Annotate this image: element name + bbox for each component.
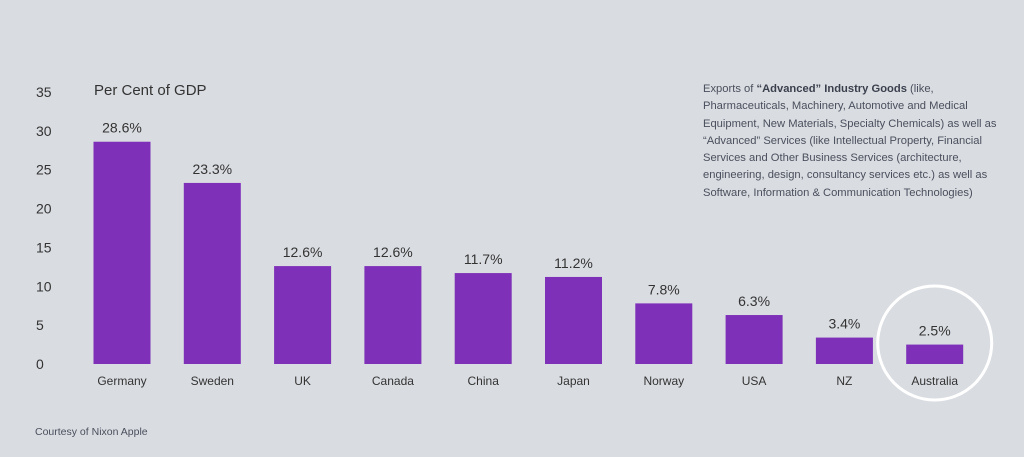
annotation-bold: “Advanced” Industry Goods — [756, 83, 907, 95]
x-tick-label: Japan — [557, 374, 590, 388]
data-label: 3.4% — [828, 316, 860, 332]
x-tick-label: Canada — [372, 374, 414, 388]
y-tick-label: 20 — [36, 201, 52, 217]
x-tick-label: USA — [742, 374, 767, 388]
annotation-rest: (like, Pharmaceuticals, Machinery, Autom… — [703, 83, 997, 199]
y-tick-label: 15 — [36, 239, 52, 255]
x-tick-label: China — [468, 374, 500, 388]
bar — [635, 303, 693, 364]
x-tick-label: Sweden — [191, 374, 234, 388]
data-label: 6.3% — [738, 293, 770, 309]
data-label: 28.6% — [102, 120, 142, 136]
y-tick-label: 25 — [36, 162, 52, 178]
y-tick-label: 5 — [36, 317, 44, 333]
bar — [725, 315, 783, 364]
data-label: 11.2% — [554, 255, 593, 271]
bar — [906, 344, 964, 364]
y-tick-label: 35 — [36, 84, 52, 100]
data-label: 12.6% — [373, 244, 413, 260]
x-tick-label: UK — [294, 374, 311, 388]
y-tick-label: 30 — [36, 123, 52, 139]
x-tick-label: Germany — [97, 374, 146, 388]
bar — [454, 273, 512, 364]
data-label: 12.6% — [283, 244, 323, 260]
credit-text: Courtesy of Nixon Apple — [35, 426, 148, 438]
y-tick-label: 10 — [36, 278, 52, 294]
bar — [183, 182, 241, 364]
data-label: 23.3% — [192, 161, 232, 177]
bar — [545, 276, 602, 364]
data-label: 7.8% — [648, 281, 680, 297]
annotation-prefix: Exports of — [703, 83, 757, 95]
x-tick-label: NZ — [836, 374, 852, 388]
data-label: 2.5% — [919, 323, 951, 339]
y-axis-label: Per Cent of GDP — [94, 82, 207, 99]
bar — [364, 266, 422, 364]
annotation-text: Exports of “Advanced” Industry Goods (li… — [703, 81, 1013, 202]
y-tick-label: 0 — [36, 356, 44, 372]
highlight-circle — [876, 284, 994, 402]
data-label: 11.7% — [464, 251, 503, 267]
bar — [815, 337, 873, 364]
bar — [274, 266, 332, 364]
bar — [93, 141, 151, 364]
x-tick-label: Norway — [643, 374, 684, 388]
x-tick-label: Australia — [911, 374, 958, 388]
